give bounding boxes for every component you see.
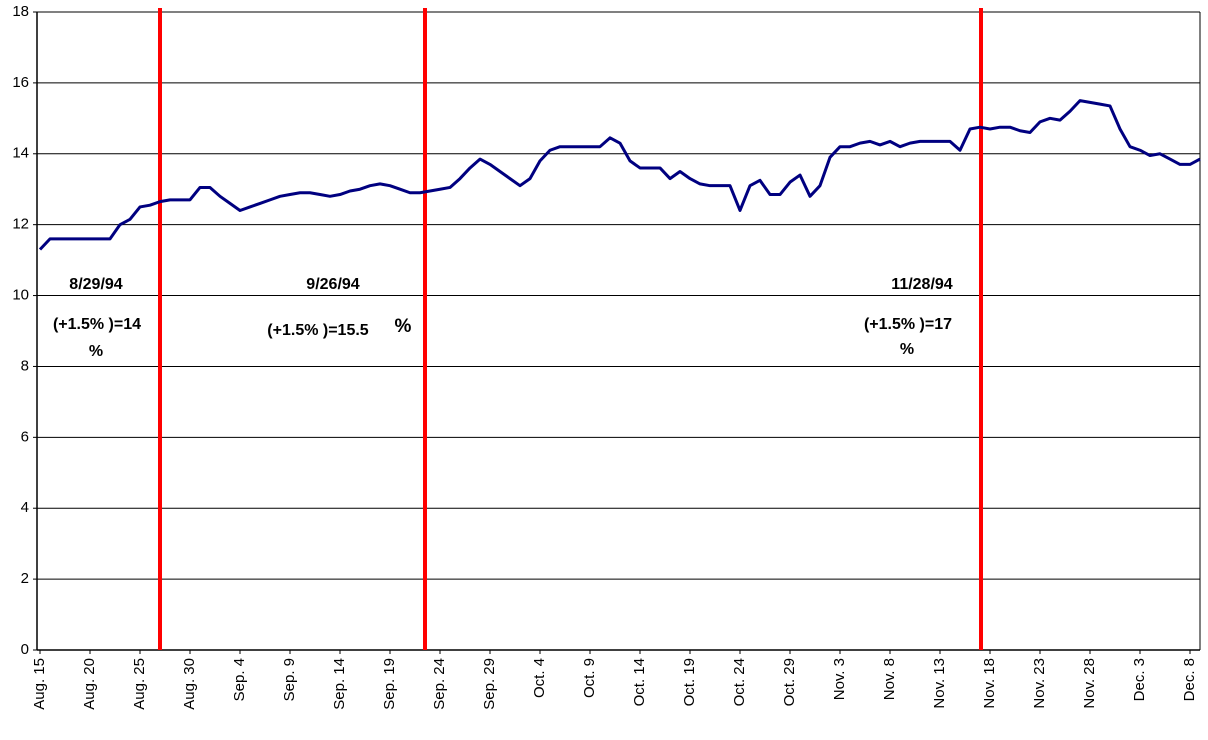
x-tick-label: Oct. 9 — [581, 658, 598, 698]
annotation-date: 9/26/94 — [306, 276, 359, 293]
x-tick-label: Aug. 25 — [131, 658, 148, 710]
x-tick-label: Sep. 4 — [231, 658, 248, 701]
x-tick-label: Sep. 24 — [431, 658, 448, 710]
y-tick-label: 8 — [21, 357, 29, 374]
y-tick-label: 18 — [12, 3, 29, 20]
x-tick-label: Dec. 3 — [1131, 658, 1148, 701]
y-tick-label: 14 — [12, 145, 29, 162]
x-tick-label: Aug. 15 — [31, 658, 48, 710]
x-tick-label: Sep. 9 — [281, 658, 298, 701]
y-tick-label: 0 — [21, 641, 29, 658]
y-tick-label: 6 — [21, 428, 29, 445]
annotation-text: (+1.5% )=17 — [864, 316, 952, 333]
x-tick-label: Sep. 29 — [481, 658, 498, 710]
annotation-unit: % — [900, 341, 914, 358]
x-tick-label: Oct. 29 — [781, 658, 798, 706]
data-line — [38, 99, 1201, 251]
x-tick-label: Aug. 30 — [181, 658, 198, 710]
x-tick-label: Oct. 14 — [631, 658, 648, 706]
annotation-unit: % — [89, 343, 103, 360]
y-tick-label: 4 — [21, 499, 29, 516]
y-tick-label: 12 — [12, 216, 29, 233]
y-tick-label: 16 — [12, 74, 29, 91]
y-tick-label: 2 — [21, 570, 29, 587]
x-tick-label: Oct. 24 — [731, 658, 748, 706]
y-tick-label: 10 — [12, 287, 29, 304]
annotation-text: (+1.5% )=15.5 — [267, 322, 369, 339]
annotation-date: 11/28/94 — [891, 276, 953, 293]
x-tick-label: Oct. 19 — [681, 658, 698, 706]
annotation-text: (+1.5% )=14 — [53, 316, 141, 333]
x-tick-label: Oct. 4 — [531, 658, 548, 698]
x-tick-label: Sep. 14 — [331, 658, 348, 710]
x-tick-label: Nov. 28 — [1081, 658, 1098, 709]
x-tick-label: Nov. 8 — [881, 658, 898, 700]
x-tick-label: Sep. 19 — [381, 658, 398, 710]
x-tick-label: Dec. 8 — [1181, 658, 1198, 701]
x-tick-label: Aug. 20 — [81, 658, 98, 710]
x-tick-label: Nov. 3 — [831, 658, 848, 700]
annotation-unit: % — [395, 316, 412, 337]
x-tick-label: Nov. 18 — [981, 658, 998, 709]
annotation-date: 8/29/94 — [69, 276, 122, 293]
x-tick-label: Nov. 13 — [931, 658, 948, 709]
x-tick-label: Nov. 23 — [1031, 658, 1048, 709]
